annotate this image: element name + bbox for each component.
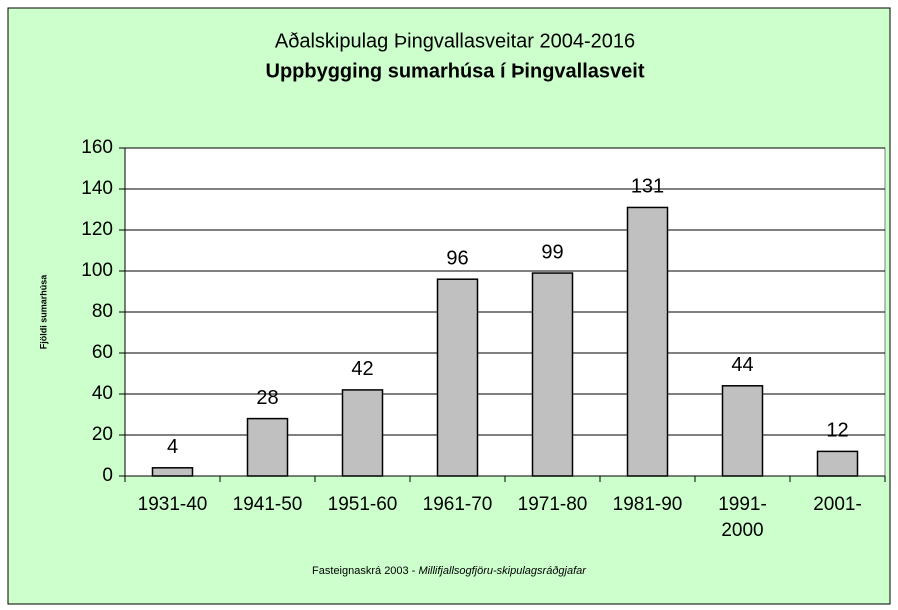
y-tick-label: 160 xyxy=(81,137,113,158)
bar xyxy=(531,272,574,477)
x-tick-label: 1981-90 xyxy=(612,494,683,515)
y-tick-label: 80 xyxy=(92,301,113,322)
bar xyxy=(721,385,764,477)
y-tick-label: 40 xyxy=(92,383,113,404)
y-tick-label: 20 xyxy=(92,424,113,445)
y-tick-label: 0 xyxy=(102,465,113,486)
y-axis-label: Fjöldi sumarhúsa xyxy=(38,274,48,350)
x-tick-label: 1961-70 xyxy=(422,494,493,515)
y-tick-label: 140 xyxy=(81,178,113,199)
bar xyxy=(626,206,669,477)
data-label: 44 xyxy=(731,354,753,376)
data-label: 42 xyxy=(351,358,373,380)
y-tick-label: 120 xyxy=(81,219,113,240)
footnote-author: Millifjallsogfjöru-skipulagsráðgjafar xyxy=(418,565,586,577)
data-label: 12 xyxy=(826,420,848,442)
data-label: 99 xyxy=(541,241,563,263)
bar xyxy=(246,417,289,477)
x-tick-label: 1941-50 xyxy=(232,494,303,515)
x-tick-label: 1971-80 xyxy=(517,494,588,515)
bar xyxy=(816,450,859,477)
x-tick-label: 1991-2000 xyxy=(718,494,767,541)
x-tick-label: 1931-40 xyxy=(137,494,208,515)
footnote-source: Fasteignaskrá 2003 - xyxy=(312,565,419,577)
footnote: Fasteignaskrá 2003 - Millifjallsogfjöru-… xyxy=(0,565,898,577)
bar xyxy=(151,467,194,477)
chart-subtitle: Uppbygging sumarhúsa í Þingvallasveit xyxy=(266,60,645,82)
y-tick-label: 60 xyxy=(92,342,113,363)
x-tick-label: 1951-60 xyxy=(327,494,398,515)
data-label: 131 xyxy=(631,176,664,198)
x-tick-label: 2001- xyxy=(813,494,862,515)
bar xyxy=(436,278,479,477)
data-label: 28 xyxy=(256,387,278,409)
chart-title: Aðalskipulag Þingvallasveitar 2004-2016 xyxy=(275,30,635,52)
data-label: 4 xyxy=(167,436,178,458)
bar xyxy=(341,389,384,477)
data-label: 96 xyxy=(446,247,468,269)
y-tick-label: 100 xyxy=(81,260,113,281)
